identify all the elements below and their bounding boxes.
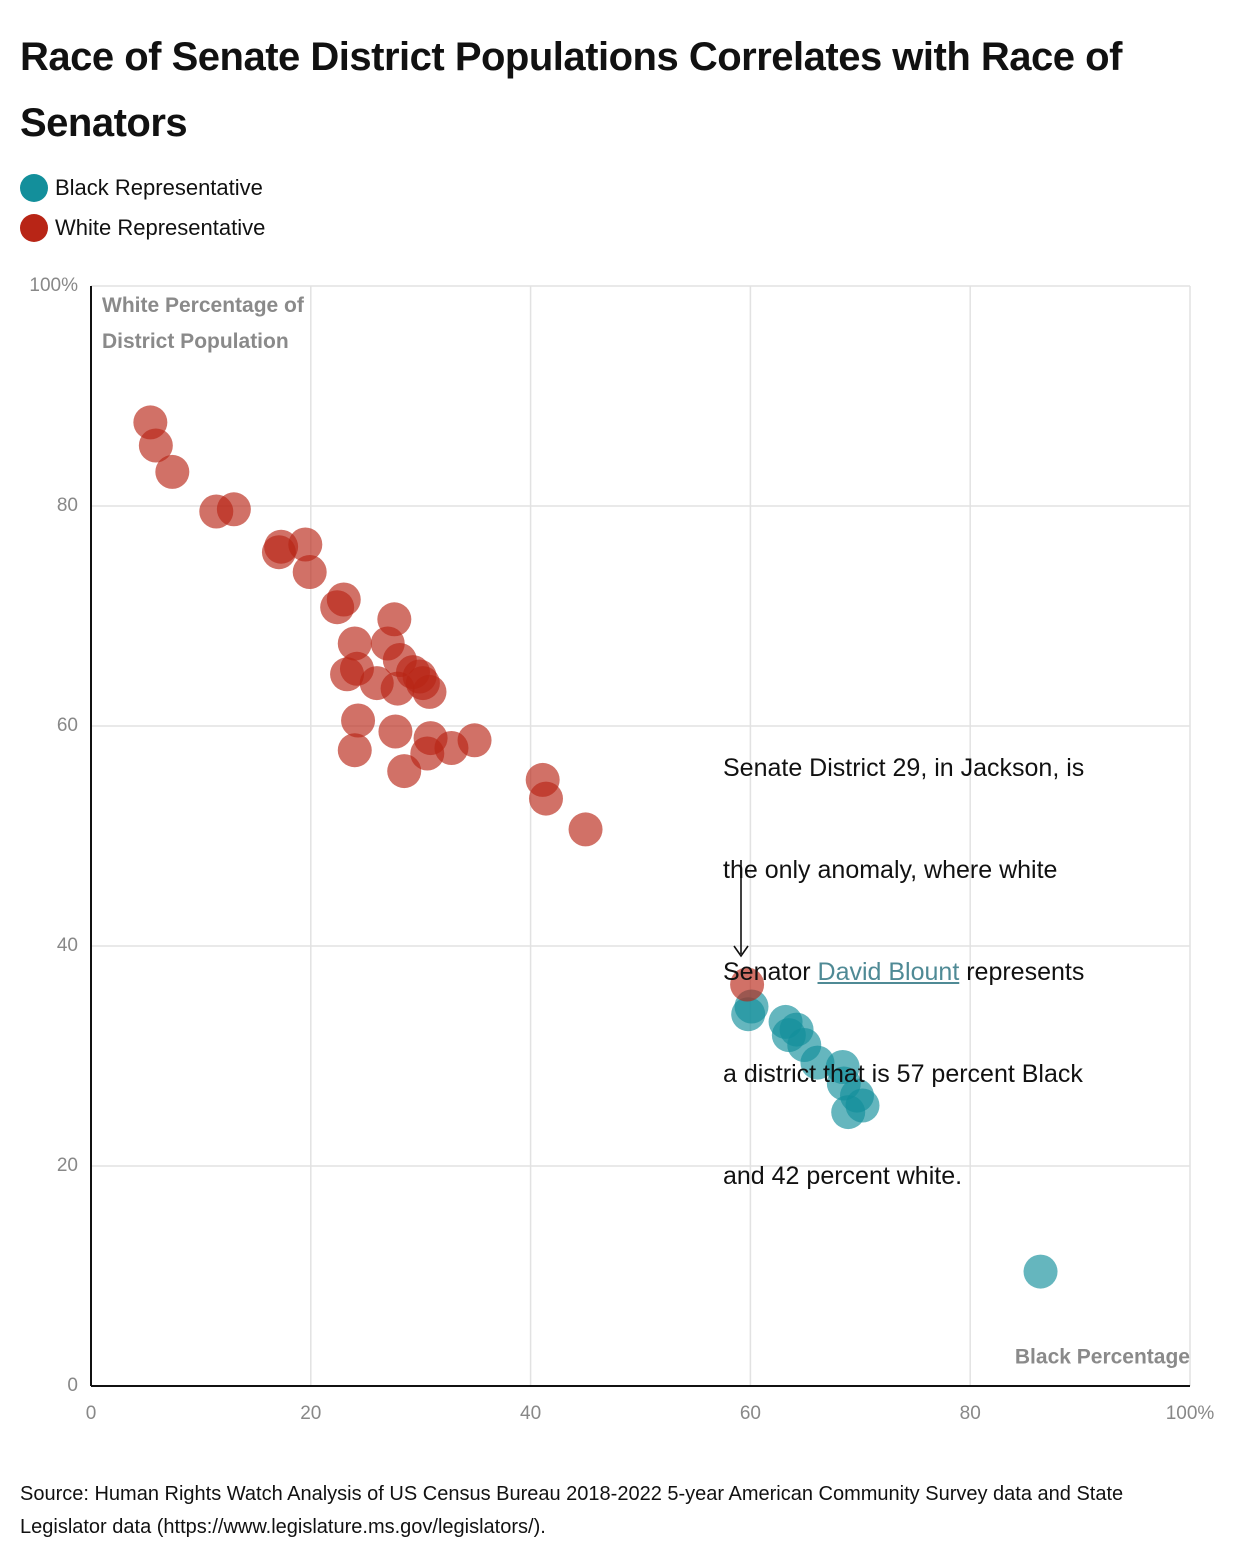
legend-label: Black Representative <box>55 175 263 200</box>
annotation-line: Senate District 29, in Jackson, is <box>723 754 1085 782</box>
y-tick-label: 20 <box>57 1155 78 1176</box>
data-point <box>288 527 323 562</box>
x-tick-label: 80 <box>960 1403 981 1424</box>
data-point <box>155 454 190 489</box>
annotation-text: represents <box>966 958 1085 986</box>
source-note: Source: Human Rights Watch Analysis of U… <box>20 1483 1124 1538</box>
x-tick-label: 100% <box>1166 1403 1215 1424</box>
data-point <box>326 582 361 617</box>
y-axis-title: White Percentage of District Population <box>102 294 305 353</box>
annotation-line: the only anomaly, where white <box>723 856 1058 884</box>
x-axis-title: Black Percentage <box>1015 1346 1190 1369</box>
x-tick-label: 60 <box>740 1403 761 1424</box>
data-point <box>337 733 372 768</box>
legend-label: White Representative <box>55 215 266 240</box>
y-tick-label: 80 <box>57 495 78 516</box>
senator-link[interactable]: David Blount <box>817 958 960 986</box>
data-point <box>568 812 603 847</box>
data-point <box>341 703 376 738</box>
x-tick-label: 20 <box>300 1403 321 1424</box>
chart-title: Race of Senate District Populations Corr… <box>20 35 1122 145</box>
annotation-line: a district that is 57 percent Black <box>723 1060 1083 1088</box>
data-point <box>457 723 492 758</box>
annotation: Senate District 29, in Jackson, is the o… <box>723 683 1084 1227</box>
legend-item: White Representative <box>20 214 265 242</box>
data-point <box>1023 1254 1058 1289</box>
legend-swatch <box>20 214 48 242</box>
data-point <box>730 967 765 1002</box>
data-point <box>378 714 413 749</box>
data-point <box>412 674 447 709</box>
legend-item: Black Representative <box>20 174 263 202</box>
data-point <box>377 602 412 637</box>
data-point <box>292 555 327 589</box>
y-tick-label: 100% <box>29 275 78 296</box>
data-point <box>845 1088 880 1123</box>
annotation-arrowhead <box>733 945 749 958</box>
annotation-line: Senator David Blount represents <box>723 955 1084 989</box>
y-tick-label: 40 <box>57 935 78 956</box>
y-tick-label: 0 <box>67 1375 78 1396</box>
x-tick-label: 40 <box>520 1403 541 1424</box>
data-point <box>337 626 372 661</box>
x-tick-label: 0 <box>86 1403 97 1424</box>
data-point <box>216 492 251 527</box>
data-point <box>138 428 173 463</box>
data-point <box>330 657 365 692</box>
data-point <box>528 781 563 816</box>
annotation-line: and 42 percent white. <box>723 1162 963 1190</box>
legend-swatch <box>20 174 48 202</box>
annotation-text: Senator <box>723 958 811 986</box>
y-tick-label: 60 <box>57 715 78 736</box>
data-point <box>800 1045 835 1080</box>
data-point <box>387 754 422 789</box>
